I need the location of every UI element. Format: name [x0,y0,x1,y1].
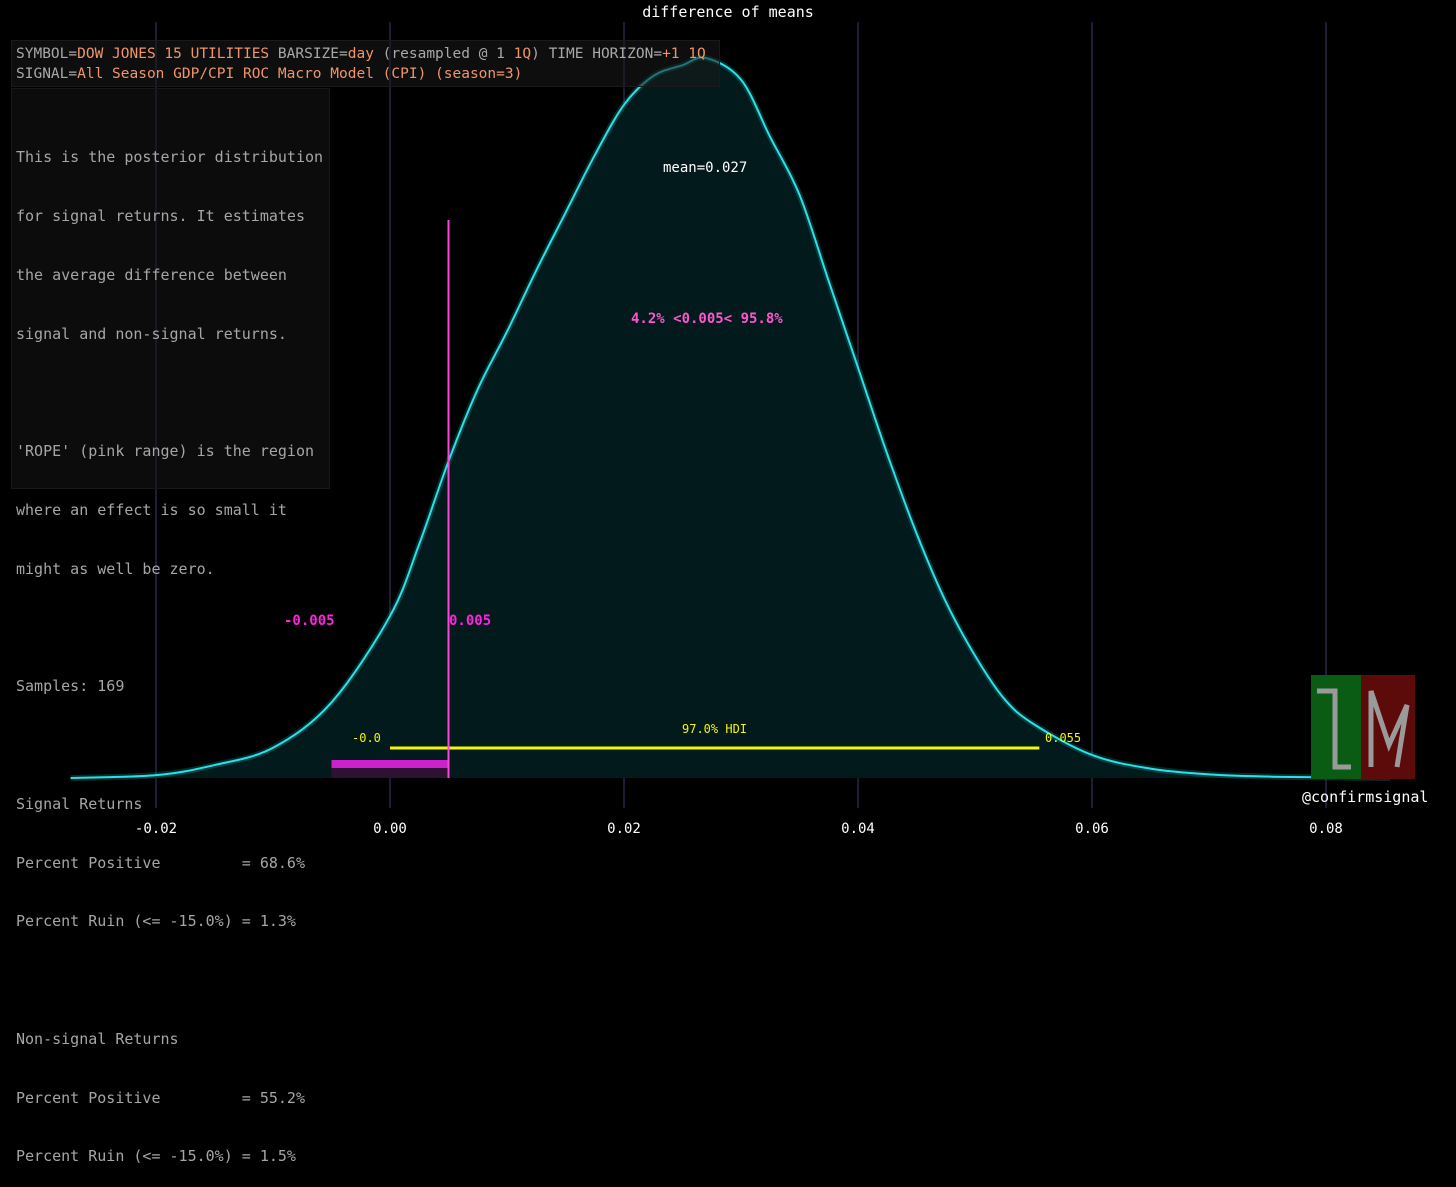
logo-glyph-icon [1317,688,1410,770]
description-line: 'ROPE' (pink range) is the region [16,442,315,461]
description-line: for signal returns. It estimates [16,206,305,225]
description-box: This is the posterior distribution for s… [11,88,330,1165]
description-line [16,971,329,991]
watermark: @confirmsignal [1302,788,1429,806]
meta-signal-key: SIGNAL= [16,66,78,82]
chart-marks [331,220,1040,778]
meta-symbol-value: DOW JONES 15 UTILITIES [77,46,270,62]
description-line: the average difference between [16,265,287,284]
description-line: Non-signal Returns [16,1029,179,1048]
meta-box: SYMBOL=DOW JONES 15 UTILITIES BARSIZE=da… [11,40,720,87]
description-line: Percent Positive = 55.2% [16,1088,305,1107]
meta-resampled-key: (resampled @ 1 [373,46,514,62]
x-tick-label: 0.06 [1075,821,1109,837]
description-line: Samples: 169 [16,677,125,696]
meta-signal-value: All Season GDP/CPI ROC Macro Model (CPI)… [77,66,523,82]
density-curve [70,56,1391,779]
rope-shadow [331,768,449,778]
rope-high-label: 0.005 [449,613,492,629]
description-line [16,618,329,638]
meta-barsize-key: BARSIZE= [269,46,348,62]
logo-right-glyph [1368,690,1410,768]
chart-title: difference of means [642,3,814,21]
rope-low-label: -0.005 [284,613,335,629]
meta-symbol-key: SYMBOL= [16,46,78,62]
description-line [16,736,329,756]
x-tick-label: 0.00 [373,821,407,837]
logo-left-glyph [1317,688,1351,770]
description-line: signal and non-signal returns. [16,324,287,343]
rope-bar [331,760,449,768]
x-tick-label: -0.02 [134,821,178,837]
meta-barsize-value: day [347,46,374,62]
description-line: Signal Returns [16,794,143,813]
meta-horizon-key: ) TIME HORIZON= [531,46,663,62]
density-curve-group [70,54,1391,781]
description-line: might as well be zero. [16,559,215,578]
description-line: where an effect is so small it [16,500,287,519]
hdi-label: 97.0% HDI [682,722,748,736]
density-fill [70,57,1391,779]
x-tick-label: 0.08 [1309,821,1343,837]
mean-label: mean=0.027 [663,160,748,176]
description-line: Percent Ruin (<= -15.0%) = 1.5% [16,1147,296,1166]
rope-percent-label: 4.2% <0.005< 95.8% [631,311,783,327]
meta-horizon-value: +1 1Q [662,46,706,62]
description-line: Percent Ruin (<= -15.0%) = 1.3% [16,912,296,931]
chart-canvas [70,22,1391,808]
description-line: Percent Positive = 68.6% [16,853,305,872]
description-line [16,383,329,403]
x-tick-label: 0.02 [607,821,641,837]
description-line: This is the posterior distribution [16,148,324,167]
brand-logo [1311,675,1415,779]
hdi-low-label: -0.0 [352,731,381,745]
meta-resampled-value: 1Q [513,46,532,62]
hdi-high-label: 0.055 [1045,731,1082,745]
x-tick-label: 0.04 [841,821,875,837]
